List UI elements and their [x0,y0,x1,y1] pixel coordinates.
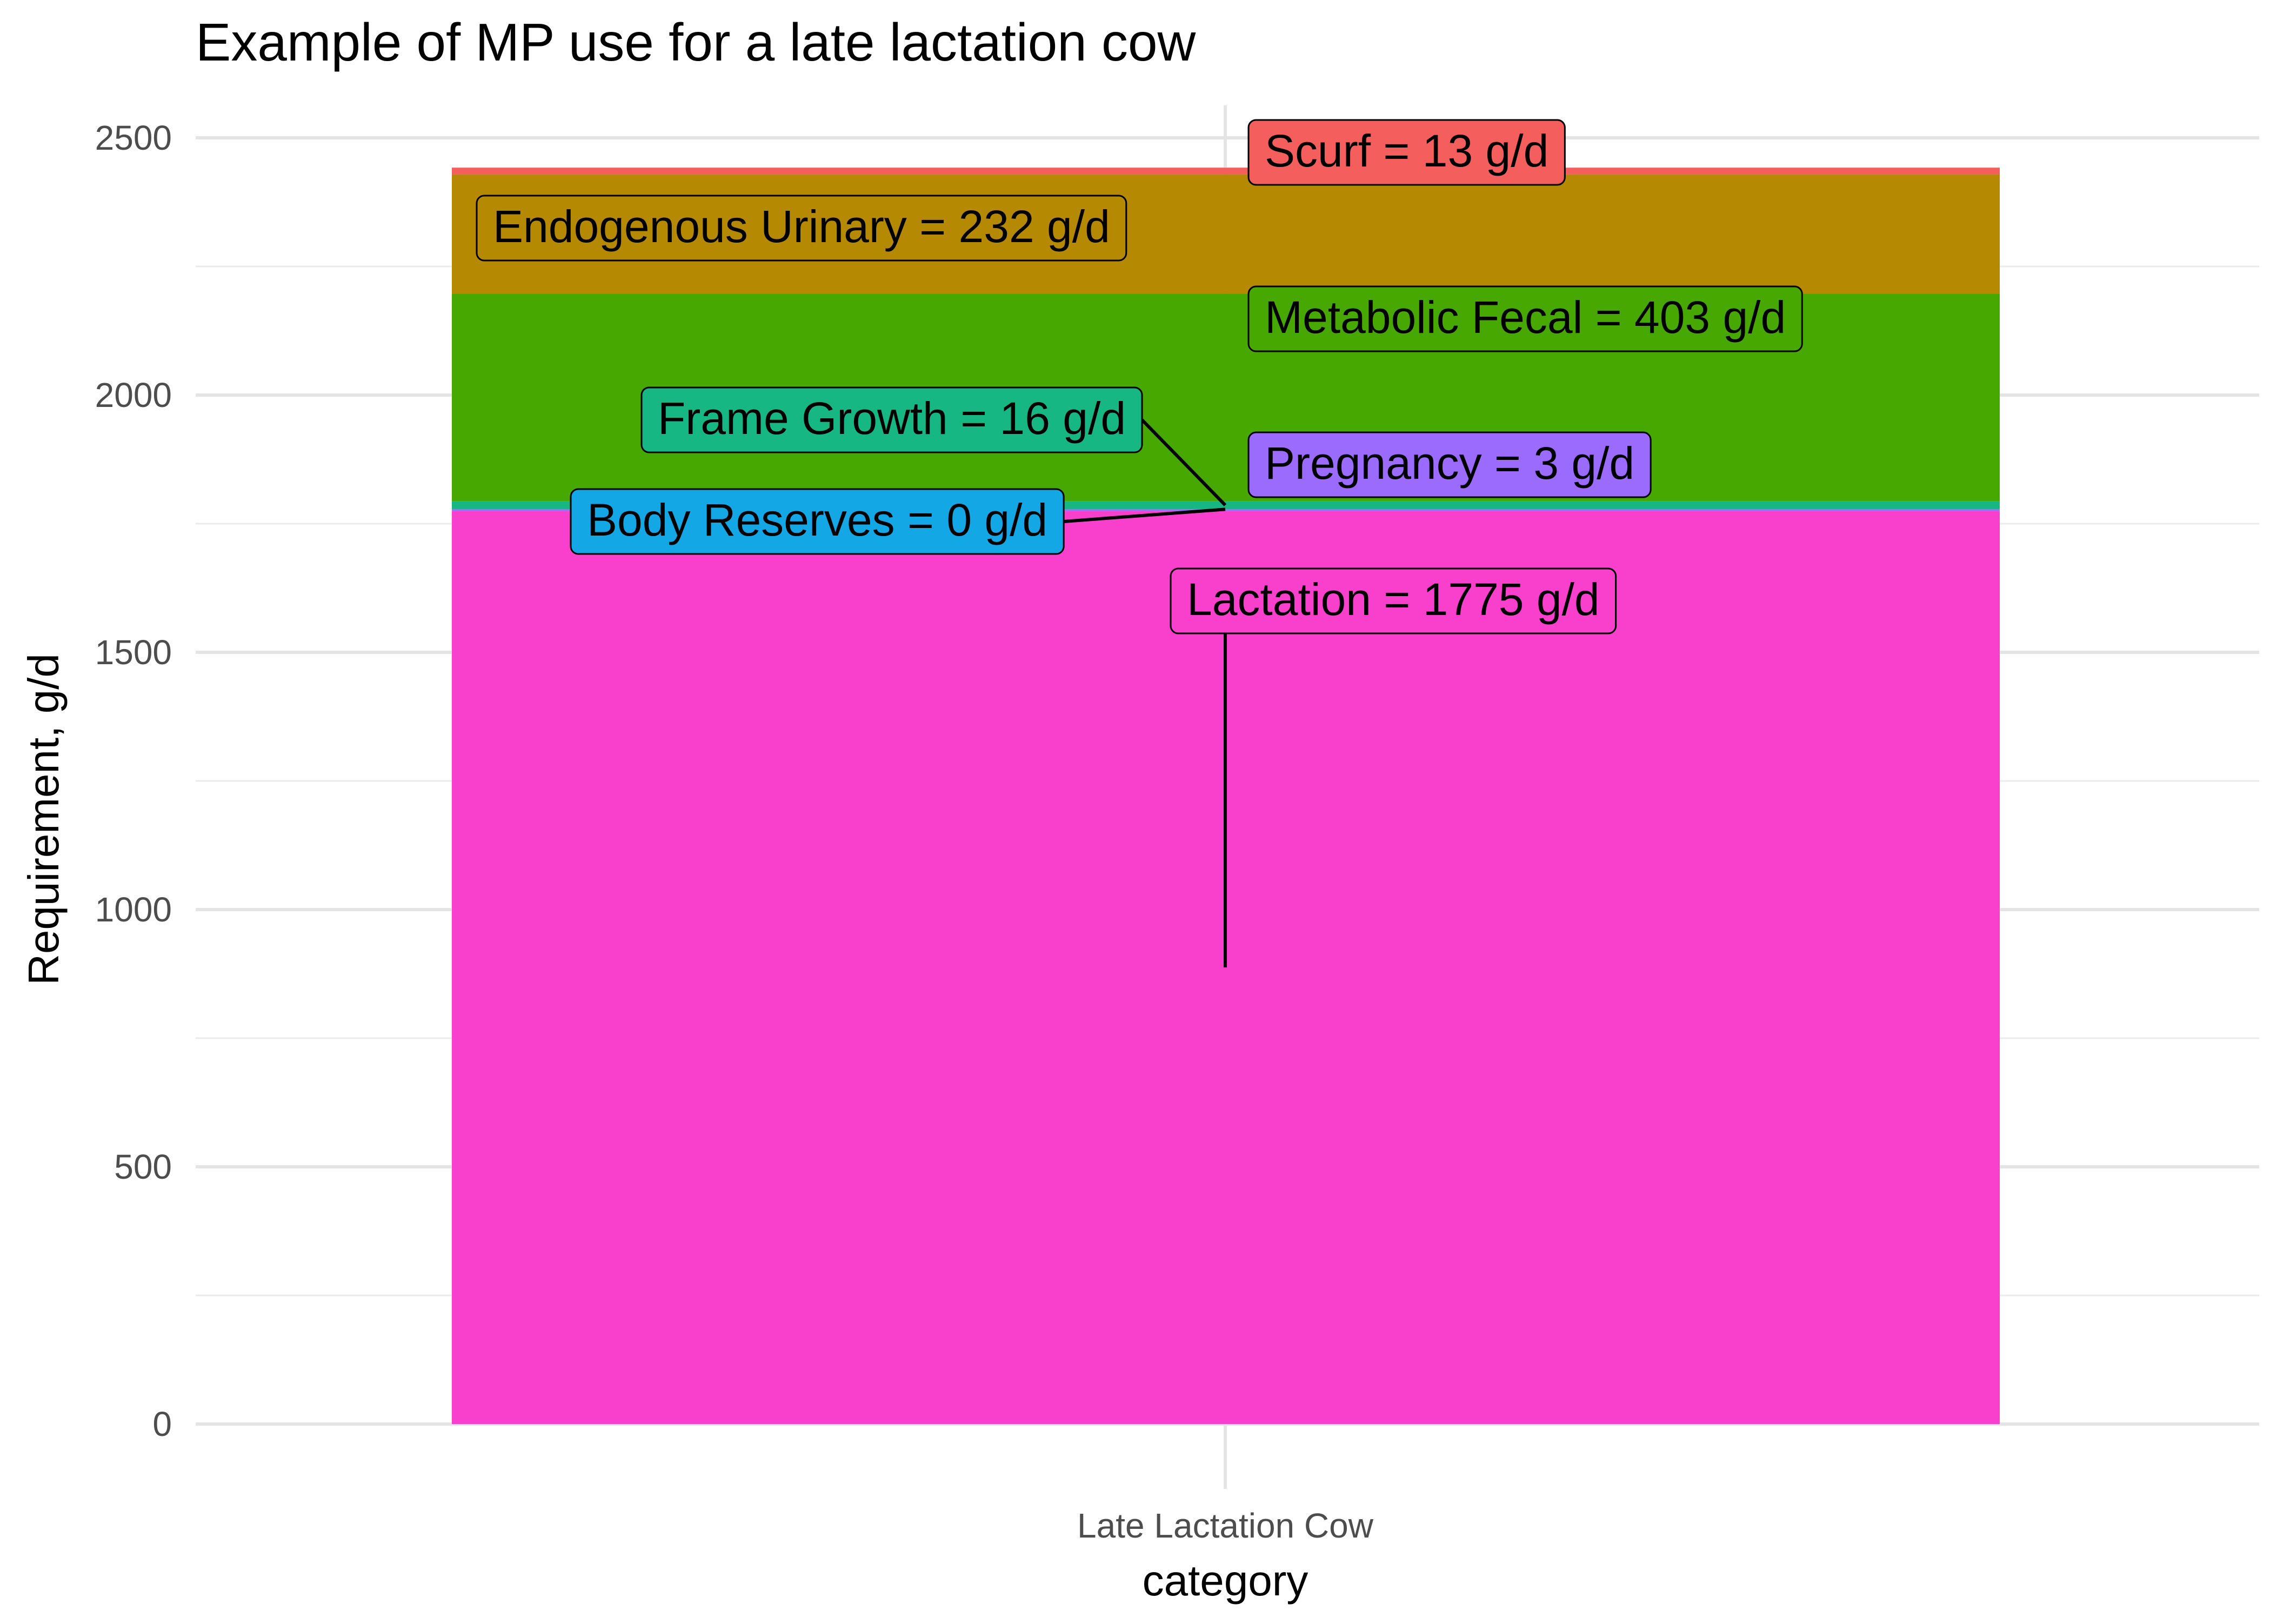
label-text-frame-growth: Frame Growth = 16 g/d [658,393,1126,444]
y-tick-labels: 0 500 1000 1500 2000 2500 [95,118,172,1443]
segment-labels: Lactation = 1775 g/d Pregnancy = 3 g/d Bod… [476,119,1803,634]
label-scurf: Scurf = 13 g/d [1247,119,1566,186]
chart-title: Example of MP use for a late lactation c… [196,12,1196,72]
label-box-frame-growth [640,386,1143,453]
label-box-lactation [1170,567,1617,634]
label-text-metabolic-fecal: Metabolic Fecal = 403 g/d [1265,292,1786,343]
label-body-reserves: Body Reserves = 0 g/d [570,488,1065,555]
label-text-endogenous-urinary: Endogenous Urinary = 232 g/d [493,201,1110,252]
label-box-body-reserves [570,488,1065,555]
x-axis-title: category [1143,1556,1308,1605]
y-tick-label: 0 [152,1405,172,1443]
label-box-metabolic-fecal [1247,285,1803,352]
label-frame-growth: Frame Growth = 16 g/d [640,386,1143,453]
label-text-scurf: Scurf = 13 g/d [1265,125,1548,176]
label-text-pregnancy: Pregnancy = 3 g/d [1265,438,1634,489]
label-text-body-reserves: Body Reserves = 0 g/d [587,494,1047,545]
leader-line-frame-growth [1140,418,1227,506]
label-box-scurf [1247,119,1566,186]
x-tick-label: Late Lactation Cow [1077,1506,1374,1545]
label-pregnancy: Pregnancy = 3 g/d [1247,431,1652,498]
label-lactation: Lactation = 1775 g/d [1170,567,1617,634]
x-tick-labels: Late Lactation Cow [1077,1506,1374,1545]
bar-segment-pregnancy [452,509,2000,511]
y-tick-label: 1000 [95,890,172,929]
label-text-lactation: Lactation = 1775 g/d [1187,574,1600,625]
label-metabolic-fecal: Metabolic Fecal = 403 g/d [1247,285,1803,352]
y-axis-title: Requirement, g/d [19,653,68,985]
y-tick-label: 2000 [95,376,172,415]
leader-line-body-reserves [1063,507,1226,523]
label-box-endogenous-urinary [476,195,1127,262]
label-box-pregnancy [1247,431,1652,498]
y-tick-label: 1500 [95,633,172,672]
bar-segment-scurf [452,168,2000,175]
y-tick-label: 2500 [95,118,172,157]
y-tick-label: 500 [114,1147,172,1186]
label-leader-lines [1063,418,1227,968]
label-endogenous-urinary: Endogenous Urinary = 232 g/d [476,195,1127,262]
